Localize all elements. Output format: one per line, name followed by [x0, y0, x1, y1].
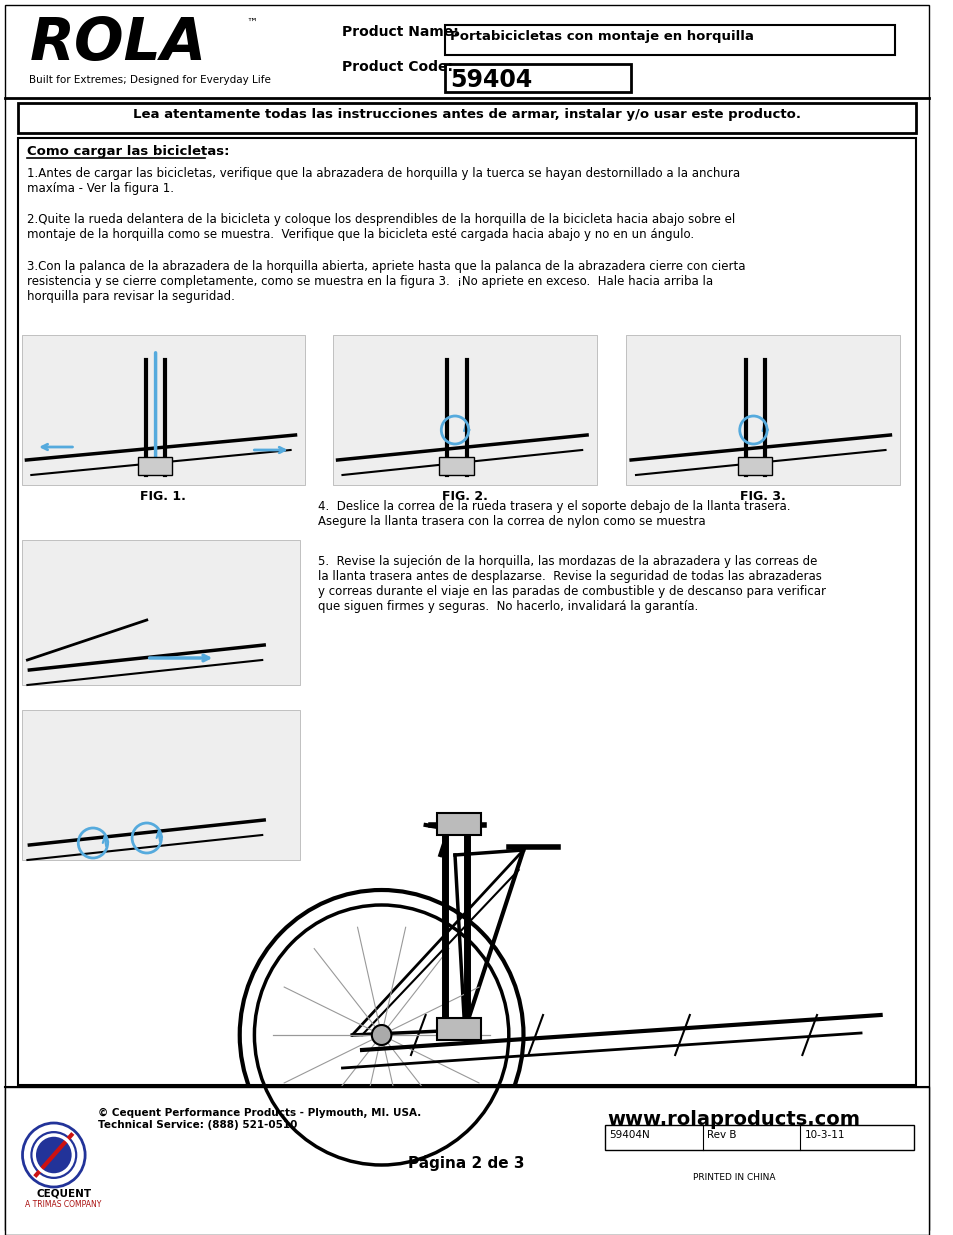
Text: Página 2 de 3: Página 2 de 3	[408, 1155, 524, 1171]
Text: FIG. 3.: FIG. 3.	[740, 490, 785, 503]
Bar	[5, 1087, 927, 1235]
Text: 10-3-11: 10-3-11	[804, 1130, 845, 1140]
Text: ROLA: ROLA	[30, 15, 206, 72]
Bar	[737, 457, 771, 475]
Text: © Cequent Performance Products - Plymouth, MI. USA.
Technical Service: (888) 521: © Cequent Performance Products - Plymout…	[98, 1108, 420, 1130]
Bar	[22, 335, 305, 485]
Text: Product Code:: Product Code:	[342, 61, 453, 74]
Circle shape	[372, 1025, 391, 1045]
Text: ™: ™	[246, 19, 257, 28]
Text: 2.Quite la rueda delantera de la bicicleta y coloque los desprendibles de la hor: 2.Quite la rueda delantera de la bicicle…	[28, 212, 735, 241]
Text: 1.Antes de cargar las bicicletas, verifique que la abrazadera de horquilla y la : 1.Antes de cargar las bicicletas, verifi…	[28, 167, 740, 195]
Text: Built for Extremes; Designed for Everyday Life: Built for Extremes; Designed for Everyda…	[30, 75, 271, 85]
Bar	[445, 25, 894, 56]
Circle shape	[30, 1131, 77, 1179]
Text: Portabicicletas con montaje en horquilla: Portabicicletas con montaje en horquilla	[450, 30, 753, 43]
Text: 59404N: 59404N	[609, 1130, 650, 1140]
Bar	[625, 335, 900, 485]
Bar	[138, 457, 172, 475]
Bar	[436, 813, 481, 835]
Circle shape	[23, 1123, 85, 1187]
Bar	[436, 1018, 481, 1040]
Text: 4.  Deslice la correa de la rueda trasera y el soporte debajo de la llanta trase: 4. Deslice la correa de la rueda trasera…	[317, 500, 790, 529]
Text: FIG. 1.: FIG. 1.	[140, 490, 186, 503]
Text: CEQUENT: CEQUENT	[36, 1188, 91, 1198]
Text: Lea atentamente todas las instrucciones antes de armar, instalar y/o usar este p: Lea atentamente todas las instrucciones …	[132, 107, 800, 121]
Bar	[17, 138, 915, 1086]
Bar	[333, 335, 597, 485]
Text: 59404: 59404	[450, 68, 532, 91]
Bar	[17, 103, 915, 133]
Text: PRINTED IN CHINA: PRINTED IN CHINA	[692, 1173, 774, 1182]
Bar	[22, 540, 300, 685]
Text: 5.  Revise la sujeción de la horquilla, las mordazas de la abrazadera y las corr: 5. Revise la sujeción de la horquilla, l…	[317, 555, 825, 613]
Bar	[439, 457, 473, 475]
Text: Product Name:: Product Name:	[342, 25, 458, 40]
Text: Como cargar las bicicletas:: Como cargar las bicicletas:	[28, 144, 230, 158]
Text: 3.Con la palanca de la abrazadera de la horquilla abierta, apriete hasta que la : 3.Con la palanca de la abrazadera de la …	[28, 261, 745, 303]
Bar	[604, 1125, 913, 1150]
Text: Rev B: Rev B	[707, 1130, 736, 1140]
Bar	[22, 710, 300, 860]
Text: FIG. 2.: FIG. 2.	[441, 490, 487, 503]
Text: www.rolaproducts.com: www.rolaproducts.com	[607, 1110, 860, 1129]
Text: A TRIMAS COMPANY: A TRIMAS COMPANY	[26, 1200, 102, 1209]
Bar	[445, 64, 631, 91]
